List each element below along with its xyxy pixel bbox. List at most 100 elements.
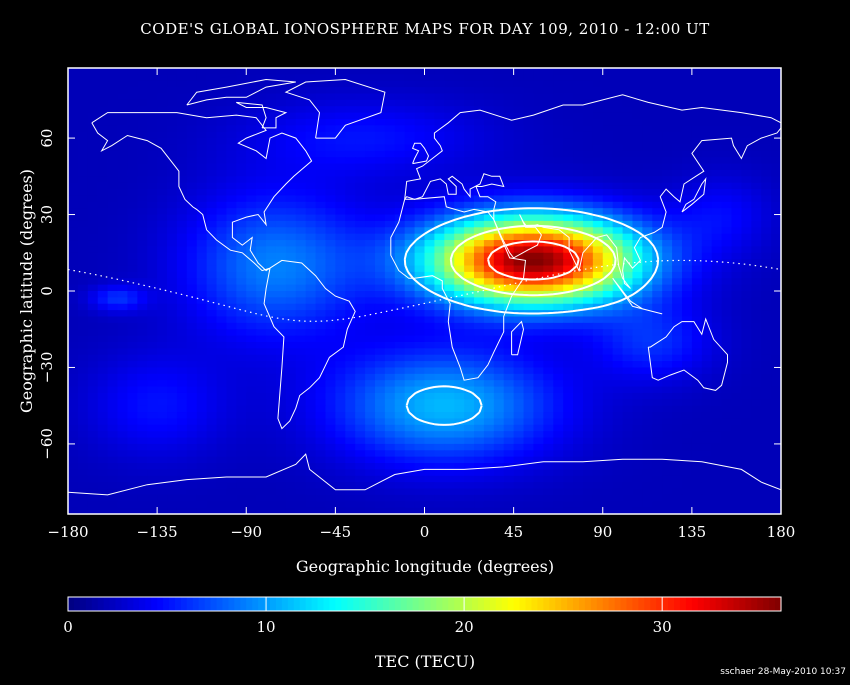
- heatmap-cell: [236, 240, 247, 247]
- heatmap-cell: [167, 482, 178, 490]
- heatmap-cell: [582, 87, 594, 95]
- heatmap-cell: [761, 418, 772, 426]
- heatmap-cell: [384, 220, 396, 228]
- heatmap-cell: [543, 380, 554, 388]
- heatmap-cell: [513, 392, 525, 400]
- heatmap-cell: [335, 437, 346, 445]
- heatmap-cell: [186, 112, 198, 120]
- heatmap-cell: [275, 150, 287, 158]
- heatmap-cell: [533, 418, 544, 426]
- heatmap-cell: [186, 74, 198, 82]
- heatmap-cell: [464, 361, 475, 369]
- heatmap-cell: [147, 265, 158, 273]
- heatmap-cell: [68, 157, 79, 165]
- heatmap-cell: [672, 278, 683, 286]
- heatmap-cell: [761, 424, 772, 432]
- heatmap-cell: [503, 424, 515, 432]
- heatmap-cell: [325, 106, 336, 114]
- heatmap-cell: [295, 157, 307, 165]
- heatmap-cell: [464, 450, 475, 458]
- heatmap-cell: [167, 348, 178, 356]
- heatmap-cell: [444, 201, 455, 209]
- heatmap-cell: [127, 169, 138, 177]
- heatmap-cell: [751, 157, 762, 165]
- heatmap-cell: [513, 163, 525, 171]
- heatmap-cell: [137, 208, 148, 216]
- heatmap-cell: [434, 424, 445, 432]
- heatmap-cell: [384, 99, 396, 107]
- heatmap-cell: [186, 424, 198, 432]
- heatmap-cell: [464, 163, 475, 171]
- heatmap-cell: [117, 118, 129, 126]
- heatmap-cell: [582, 367, 594, 375]
- heatmap-cell: [345, 201, 356, 209]
- heatmap-cell: [355, 259, 366, 267]
- heatmap-cell: [206, 195, 218, 203]
- heatmap-cell: [711, 74, 723, 82]
- heatmap-cell: [127, 252, 138, 260]
- heatmap-cell: [295, 182, 307, 190]
- heatmap-cell: [157, 348, 168, 356]
- heatmap-cell: [582, 284, 594, 292]
- heatmap-cell: [97, 278, 109, 286]
- heatmap-cell: [602, 488, 614, 496]
- heatmap-cell: [97, 412, 109, 420]
- heatmap-cell: [77, 392, 89, 400]
- heatmap-cell: [444, 125, 455, 133]
- heatmap-cell: [266, 157, 277, 165]
- heatmap-cell: [454, 450, 465, 458]
- heatmap-cell: [652, 208, 663, 216]
- heatmap-cell: [285, 252, 297, 260]
- heatmap-cell: [483, 176, 495, 184]
- heatmap-cell: [216, 208, 228, 216]
- heatmap-cell: [335, 163, 346, 171]
- heatmap-cell: [305, 118, 317, 126]
- heatmap-cell: [612, 482, 624, 490]
- heatmap-cell: [147, 201, 158, 209]
- heatmap-cell: [295, 450, 307, 458]
- heatmap-cell: [137, 233, 148, 241]
- heatmap-cell: [404, 380, 416, 388]
- heatmap-cell: [474, 131, 485, 139]
- heatmap-cell: [563, 189, 574, 197]
- heatmap-cell: [97, 450, 109, 458]
- heatmap-cell: [701, 367, 713, 375]
- heatmap-cell: [761, 80, 772, 88]
- heatmap-cell: [157, 361, 168, 369]
- heatmap-cell: [573, 169, 584, 177]
- heatmap-cell: [206, 354, 218, 362]
- heatmap-cell: [731, 233, 742, 241]
- heatmap-cell: [226, 291, 237, 298]
- heatmap-cell: [434, 431, 445, 439]
- heatmap-cell: [563, 118, 574, 126]
- heatmap-cell: [295, 431, 307, 439]
- heatmap-cell: [622, 463, 634, 470]
- heatmap-cell: [256, 189, 267, 197]
- heatmap-cell: [345, 380, 356, 388]
- heatmap-cell: [632, 252, 643, 260]
- heatmap-cell: [424, 233, 435, 241]
- heatmap-cell: [157, 87, 168, 95]
- heatmap-cell: [137, 329, 148, 337]
- heatmap-cell: [355, 424, 366, 432]
- heatmap-cell: [563, 494, 574, 502]
- heatmap-cell: [196, 443, 208, 451]
- heatmap-cell: [394, 157, 406, 165]
- heatmap-cell: [662, 386, 673, 394]
- heatmap-cell: [206, 367, 218, 375]
- heatmap-cell: [771, 99, 781, 107]
- heatmap-cell: [731, 278, 742, 286]
- heatmap-cell: [137, 157, 148, 165]
- heatmap-cell: [553, 233, 564, 241]
- heatmap-cell: [256, 386, 267, 394]
- heatmap-cell: [573, 424, 584, 432]
- heatmap-cell: [236, 169, 247, 177]
- heatmap-cell: [721, 208, 733, 216]
- heatmap-cell: [87, 240, 99, 247]
- heatmap-cell: [464, 259, 475, 267]
- heatmap-cell: [157, 373, 168, 381]
- heatmap-cell: [404, 482, 416, 490]
- heatmap-cell: [97, 335, 109, 343]
- heatmap-cell: [622, 118, 634, 126]
- heatmap-cell: [127, 189, 138, 197]
